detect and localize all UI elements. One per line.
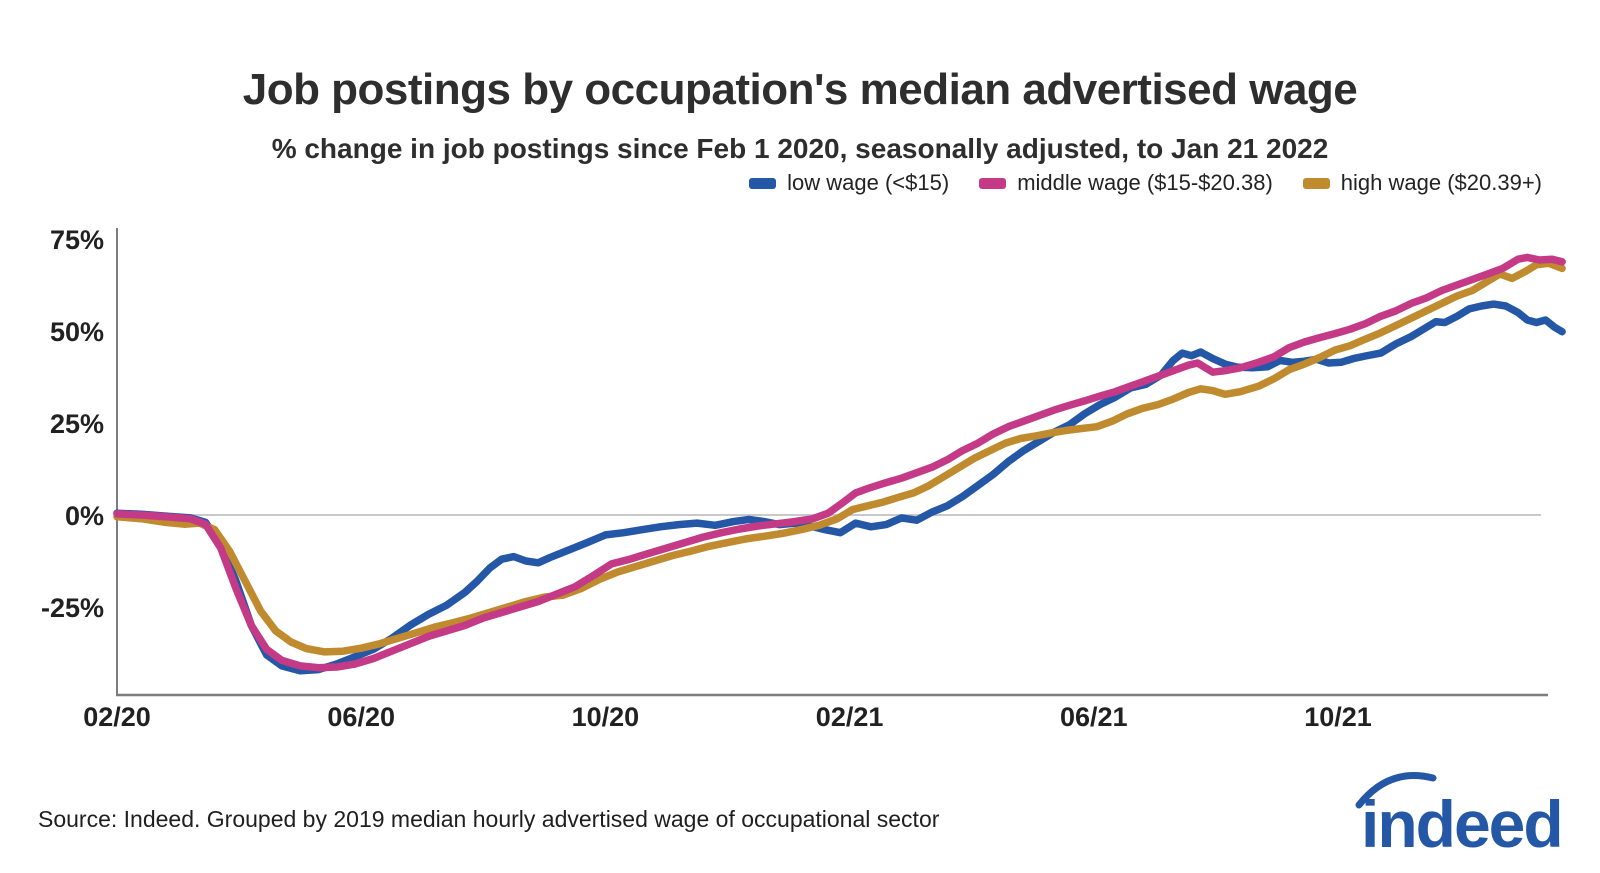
- series-line-0: [113, 300, 1566, 675]
- x-tick-label: 02/20: [83, 702, 151, 732]
- legend-item-low-wage: low wage (<$15): [749, 170, 949, 196]
- legend-label-middle-wage: middle wage ($15-$20.38): [1017, 170, 1273, 195]
- y-tick-label: 0%: [65, 501, 104, 531]
- indeed-logo-arc-icon: [1355, 772, 1437, 809]
- x-tick-label: 10/21: [1304, 702, 1372, 732]
- x-tick-label: 06/21: [1060, 702, 1128, 732]
- source-note: Source: Indeed. Grouped by 2019 median h…: [38, 806, 940, 832]
- indeed-logo-text: indeed: [1361, 787, 1562, 858]
- legend-label-high-wage: high wage ($20.39+): [1340, 170, 1542, 195]
- y-tick-label: 50%: [50, 317, 104, 347]
- x-tick-label: 06/20: [327, 702, 395, 732]
- series-line-1: [113, 253, 1566, 672]
- legend-swatch-low-wage: [749, 177, 777, 189]
- legend-label-low-wage: low wage (<$15): [787, 170, 950, 195]
- y-tick-label: -25%: [41, 593, 104, 623]
- series-line-2: [113, 259, 1566, 656]
- chart-subtitle: % change in job postings since Feb 1 202…: [271, 133, 1329, 165]
- y-tick-label: 75%: [50, 225, 104, 255]
- chart-title: Job postings by occupation's median adve…: [242, 65, 1358, 115]
- x-tick-label: 02/21: [816, 702, 884, 732]
- legend-swatch-middle-wage: [979, 177, 1007, 189]
- legend: low wage (<$15) middle wage ($15-$20.38)…: [749, 170, 1542, 196]
- indeed-logo: indeed: [1355, 772, 1564, 858]
- legend-swatch-high-wage: [1302, 177, 1330, 189]
- legend-item-high-wage: high wage ($20.39+): [1302, 170, 1542, 196]
- legend-item-middle-wage: middle wage ($15-$20.38): [979, 170, 1273, 196]
- y-tick-label: 25%: [50, 409, 104, 439]
- x-tick-label: 10/20: [572, 702, 640, 732]
